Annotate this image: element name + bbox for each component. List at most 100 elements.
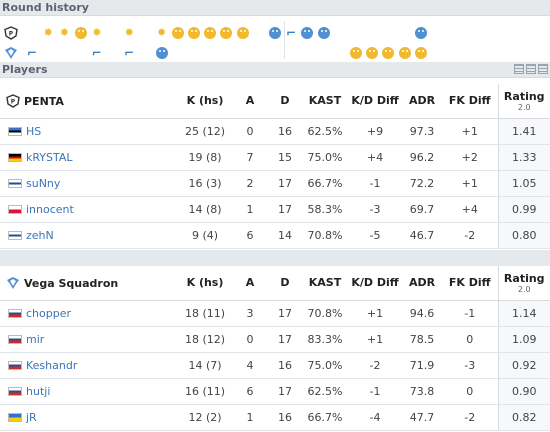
stat-kd: -2 bbox=[348, 352, 402, 379]
player-name-link[interactable]: kRYSTAL bbox=[26, 150, 73, 164]
view-toggle[interactable] bbox=[514, 64, 548, 76]
column-header[interactable]: Rating 2.0 bbox=[497, 84, 550, 119]
column-header[interactable]: KAST bbox=[302, 84, 348, 119]
vega-logo-icon bbox=[7, 276, 19, 289]
column-header[interactable]: FK Diff bbox=[442, 266, 498, 301]
column-header[interactable]: K (hs) bbox=[178, 84, 232, 119]
defuse-icon: ⌐ bbox=[26, 46, 38, 60]
column-header[interactable]: ADR bbox=[402, 84, 442, 119]
skull-blue-icon bbox=[301, 27, 314, 39]
stat-rating: 0.82 bbox=[497, 404, 550, 431]
player-name-cell[interactable]: kRYSTAL bbox=[0, 144, 178, 171]
table-header-row: Vega Squadron K (hs) A D KAST K/D Diff ADR FK D… bbox=[0, 266, 550, 301]
stat-adr: 46.7 bbox=[402, 222, 442, 249]
stat-kd: +1 bbox=[348, 300, 402, 327]
country-flag-icon bbox=[8, 204, 22, 214]
stat-fk: +2 bbox=[442, 144, 498, 171]
player-name-cell[interactable]: chopper bbox=[0, 300, 178, 327]
compact-view-icon[interactable] bbox=[526, 64, 536, 74]
player-name-cell[interactable]: mir bbox=[0, 326, 178, 353]
player-row: mir 18 (12) 0 17 83.3% +1 78.5 0 1.09 bbox=[0, 326, 550, 353]
skull-gold-icon bbox=[414, 47, 427, 59]
stat-k: 18 (11) bbox=[178, 300, 232, 327]
player-name-link[interactable]: hutji bbox=[26, 384, 51, 398]
stat-d: 16 bbox=[268, 404, 302, 431]
player-name-link[interactable]: mir bbox=[26, 332, 45, 346]
column-header[interactable]: K (hs) bbox=[178, 266, 232, 301]
stat-d: 17 bbox=[268, 170, 302, 197]
stat-rating: 1.33 bbox=[497, 144, 550, 171]
defuse-icon: ⌐ bbox=[286, 26, 297, 40]
team-name-header[interactable]: Vega Squadron bbox=[0, 266, 178, 301]
stat-d: 17 bbox=[268, 326, 302, 353]
player-name-cell[interactable]: Keshandr bbox=[0, 352, 178, 379]
stat-rating: 1.14 bbox=[497, 300, 550, 327]
stat-a: 1 bbox=[232, 196, 268, 223]
svg-text:P: P bbox=[9, 31, 14, 38]
stat-d: 17 bbox=[268, 196, 302, 223]
players-title: Players bbox=[2, 63, 48, 76]
coin-icon bbox=[236, 27, 249, 39]
column-header[interactable]: D bbox=[268, 266, 302, 301]
skull-blue-icon bbox=[155, 47, 168, 59]
bomb-icon: ✹ bbox=[59, 26, 69, 39]
coin-icon bbox=[188, 27, 200, 39]
country-flag-icon bbox=[8, 360, 22, 370]
column-header[interactable]: D bbox=[268, 84, 302, 119]
column-header[interactable]: K/D Diff bbox=[348, 84, 402, 119]
stat-a: 7 bbox=[232, 144, 268, 171]
stat-fk: 0 bbox=[442, 378, 498, 405]
player-row: HS 25 (12) 0 16 62.5% +9 97.3 +1 1.41 bbox=[0, 118, 550, 145]
stat-a: 1 bbox=[232, 404, 268, 431]
player-name-link[interactable]: chopper bbox=[26, 306, 72, 320]
stat-adr: 47.7 bbox=[402, 404, 442, 431]
player-name-cell[interactable]: suNny bbox=[0, 170, 178, 197]
stat-fk: -3 bbox=[442, 352, 498, 379]
stat-a: 0 bbox=[232, 118, 268, 145]
player-name-cell[interactable]: zehN bbox=[0, 222, 178, 249]
stat-k: 14 (8) bbox=[178, 196, 232, 223]
column-header[interactable]: ADR bbox=[402, 266, 442, 301]
player-name-cell[interactable]: innocent bbox=[0, 196, 178, 223]
player-name-link[interactable]: Keshandr bbox=[26, 358, 78, 372]
coin-icon bbox=[204, 27, 217, 39]
defuse-icon: ⌐ bbox=[91, 46, 102, 60]
player-name-cell[interactable]: hutji bbox=[0, 378, 178, 405]
stat-rating: 1.09 bbox=[497, 326, 550, 353]
player-row: jR 12 (2) 1 16 66.7% -4 47.7 -2 0.82 bbox=[0, 404, 550, 431]
detailed-view-icon[interactable] bbox=[538, 64, 548, 74]
country-flag-icon bbox=[8, 308, 22, 318]
column-header[interactable]: Rating 2.0 bbox=[497, 266, 550, 301]
stat-adr: 69.7 bbox=[402, 196, 442, 223]
round-history-header: Round history bbox=[0, 0, 550, 16]
player-name-link[interactable]: innocent bbox=[26, 202, 74, 216]
player-name-link[interactable]: suNny bbox=[26, 176, 61, 190]
column-header[interactable]: KAST bbox=[302, 266, 348, 301]
stat-rating: 1.05 bbox=[497, 170, 550, 197]
stat-adr: 73.8 bbox=[402, 378, 442, 405]
player-name-link[interactable]: HS bbox=[26, 124, 42, 138]
stat-kast: 75.0% bbox=[302, 144, 348, 171]
column-header[interactable]: A bbox=[232, 266, 268, 301]
column-header[interactable]: FK Diff bbox=[442, 84, 498, 119]
player-name-link[interactable]: jR bbox=[26, 410, 37, 424]
stat-a: 0 bbox=[232, 326, 268, 353]
stat-a: 6 bbox=[232, 378, 268, 405]
stat-rating: 0.99 bbox=[497, 196, 550, 223]
list-view-icon[interactable] bbox=[514, 64, 524, 74]
column-header[interactable]: A bbox=[232, 84, 268, 119]
stat-kast: 62.5% bbox=[302, 118, 348, 145]
player-row: innocent 14 (8) 1 17 58.3% -3 69.7 +4 0.99 bbox=[0, 196, 550, 223]
player-name-cell[interactable]: HS bbox=[0, 118, 178, 145]
stat-fk: +4 bbox=[442, 196, 498, 223]
column-header[interactable]: K/D Diff bbox=[348, 266, 402, 301]
bomb-icon: ✹ bbox=[124, 26, 134, 39]
team-name-header[interactable]: P PENTA bbox=[0, 84, 178, 119]
stat-kast: 58.3% bbox=[302, 196, 348, 223]
country-flag-icon bbox=[8, 126, 22, 136]
players-header: Players bbox=[0, 62, 550, 78]
player-name-link[interactable]: zehN bbox=[26, 228, 54, 242]
round-history-panel: P ✹ ✹ ✹ ✹ ✹ ⌐ ⌐ ⌐ ⌐ bbox=[0, 17, 550, 62]
round-history-title: Round history bbox=[2, 1, 89, 14]
player-name-cell[interactable]: jR bbox=[0, 404, 178, 431]
